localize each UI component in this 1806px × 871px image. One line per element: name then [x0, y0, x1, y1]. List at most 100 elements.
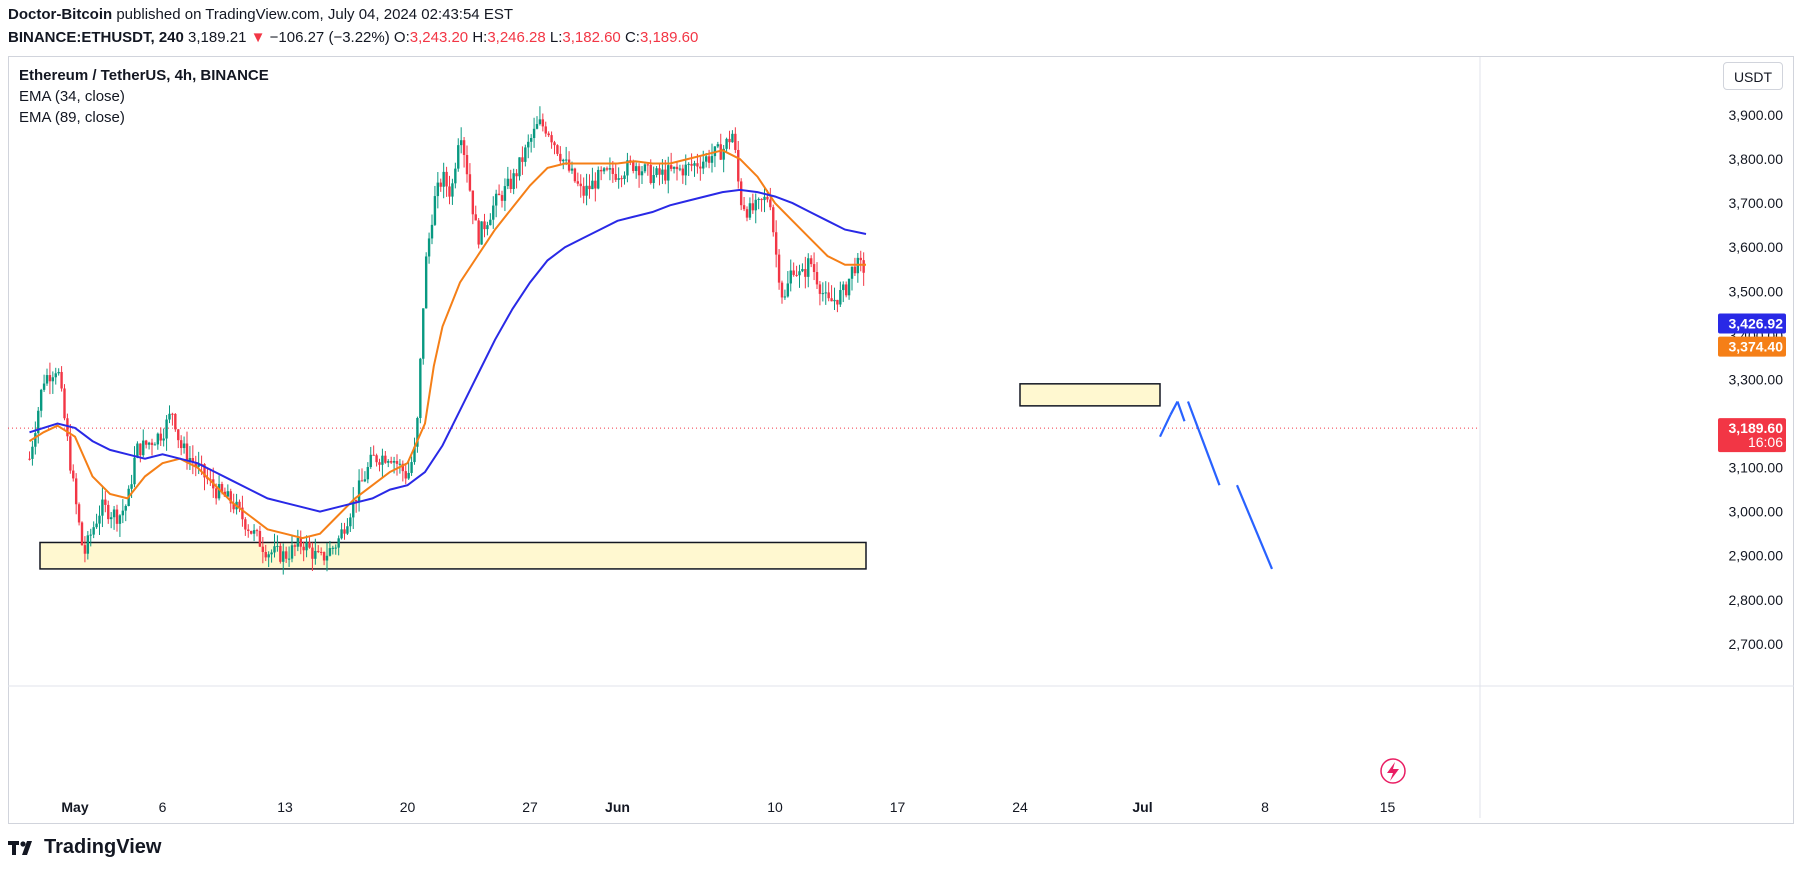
candle-body — [436, 182, 440, 197]
candle-body — [757, 198, 760, 200]
candle-body — [512, 173, 515, 190]
candle-body — [707, 156, 711, 163]
candle-body — [37, 410, 40, 434]
candle-body — [742, 205, 746, 210]
candles — [28, 106, 865, 575]
candle-body — [445, 171, 448, 187]
candle-body — [121, 510, 125, 516]
candle-body — [696, 163, 699, 167]
y-tick-label: 3,800.00 — [1729, 151, 1784, 167]
x-tick-label: 6 — [159, 799, 167, 815]
candle-body — [162, 438, 165, 441]
candle-body — [413, 446, 416, 463]
candle-body — [72, 470, 75, 479]
candle-body — [232, 503, 235, 510]
candle-body — [101, 499, 104, 516]
candle-body — [287, 558, 291, 560]
candle-body — [842, 284, 845, 291]
candle-body — [497, 193, 501, 196]
candle-body — [422, 308, 425, 359]
candle-body — [675, 166, 679, 170]
candle-body — [302, 546, 305, 551]
candle-body — [395, 461, 399, 464]
candle-body — [83, 545, 87, 554]
open-label: O: — [393, 29, 410, 46]
candle-body — [585, 185, 588, 196]
candle-body — [279, 545, 282, 562]
open-value: 3,243.20 — [409, 29, 469, 46]
candle-body — [766, 196, 769, 200]
candle-body — [804, 269, 807, 277]
candle-body — [214, 488, 218, 499]
candle-body — [305, 542, 308, 551]
candle-body — [824, 292, 827, 294]
candle-body — [299, 537, 302, 547]
candle-body — [859, 257, 862, 261]
candle-body — [661, 169, 664, 175]
candle-body — [748, 203, 752, 218]
currency-button[interactable]: USDT — [1723, 62, 1783, 90]
candle-body — [649, 164, 652, 183]
candle-body — [322, 552, 326, 561]
candle-body — [646, 164, 650, 166]
tradingview-logo-icon — [8, 840, 32, 855]
candle-body — [311, 547, 314, 559]
author-name[interactable]: Doctor-Bitcoin — [8, 6, 113, 23]
candle-body — [754, 199, 757, 211]
candle-body — [795, 274, 798, 276]
y-tick-label: 3,700.00 — [1729, 195, 1784, 211]
x-tick-label: 27 — [522, 799, 538, 815]
candle-body — [535, 124, 539, 129]
candle-body — [792, 270, 795, 275]
lightning-icon — [1380, 758, 1406, 784]
candle-body — [760, 198, 763, 201]
candle-body — [92, 527, 95, 535]
y-tick-label: 3,600.00 — [1729, 239, 1784, 255]
candle-body — [130, 484, 133, 489]
candle-body — [562, 159, 565, 162]
candle-body — [89, 534, 92, 536]
candle-body — [690, 163, 693, 166]
candle-body — [293, 545, 297, 547]
candle-body — [159, 433, 162, 441]
candle-body — [716, 144, 720, 147]
chart-legend-title[interactable]: Ethereum / TetherUS, 4h, BINANCE — [19, 67, 269, 84]
candle-body — [104, 499, 107, 505]
candle-body — [486, 225, 489, 230]
last-price: 3,189.21 — [188, 29, 247, 46]
candle-body — [419, 358, 422, 419]
candle-body — [398, 463, 402, 465]
candle-body — [334, 547, 337, 549]
candle-body — [416, 418, 419, 447]
candle-body — [308, 542, 311, 548]
candle-body — [433, 196, 437, 225]
x-tick-label: Jul — [1132, 799, 1152, 815]
support-zone — [1019, 383, 1161, 407]
tradingview-logo[interactable]: TradingView — [8, 836, 161, 859]
x-tick-label: 13 — [277, 799, 293, 815]
candle-body — [136, 443, 139, 458]
ema89-legend[interactable]: EMA (89, close) — [19, 109, 125, 126]
close-value: 3,189.60 — [639, 29, 699, 46]
candle-body — [142, 440, 145, 456]
candle-body — [576, 181, 580, 184]
price-label-text: 3,426.92 — [1729, 315, 1784, 331]
candle-body — [599, 169, 603, 172]
published-text: published on TradingView.com, July 04, 2… — [116, 6, 513, 23]
candle-body — [658, 168, 661, 175]
candle-body — [34, 433, 37, 447]
candle-body — [249, 531, 253, 534]
candle-body — [45, 375, 49, 384]
symbol-ohlc-bar: BINANCE:ETHUSDT, 240 3,189.21 ▼ −106.27 … — [8, 29, 698, 46]
candle-body — [739, 181, 743, 206]
low-label: L: — [549, 29, 563, 46]
ema34-legend[interactable]: EMA (34, close) — [19, 88, 125, 105]
low-value: 3,182.60 — [562, 29, 621, 46]
candle-body — [731, 133, 734, 143]
candle-body — [547, 133, 550, 136]
candle-body — [112, 509, 116, 518]
candle-body — [39, 389, 43, 411]
candle-body — [179, 440, 183, 449]
candle-body — [597, 169, 600, 189]
